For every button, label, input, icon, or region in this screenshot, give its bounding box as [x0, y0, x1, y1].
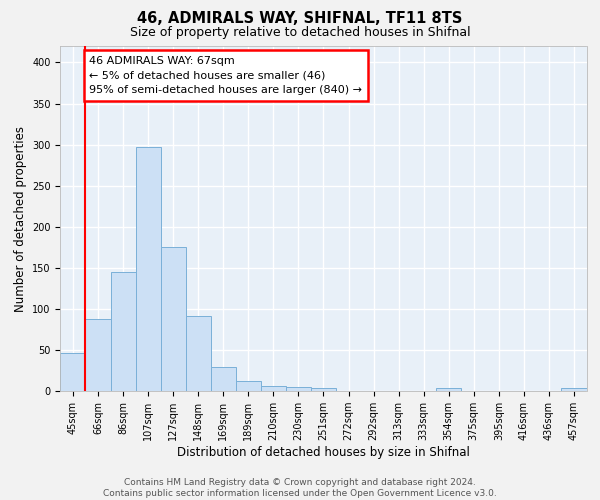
Bar	[211, 368, 236, 391]
Text: Size of property relative to detached houses in Shifnal: Size of property relative to detached ho…	[130, 26, 470, 39]
Bar	[261, 386, 286, 391]
Bar	[85, 319, 110, 391]
Text: Contains HM Land Registry data © Crown copyright and database right 2024.
Contai: Contains HM Land Registry data © Crown c…	[103, 478, 497, 498]
Bar	[61, 352, 85, 391]
Bar	[562, 388, 587, 391]
Bar	[236, 382, 261, 391]
Bar	[311, 388, 336, 391]
Bar	[286, 387, 311, 391]
Bar	[161, 248, 185, 391]
Bar	[110, 272, 136, 391]
Bar	[436, 388, 461, 391]
Text: 46 ADMIRALS WAY: 67sqm
← 5% of detached houses are smaller (46)
95% of semi-deta: 46 ADMIRALS WAY: 67sqm ← 5% of detached …	[89, 56, 362, 96]
Bar	[136, 147, 161, 391]
Text: 46, ADMIRALS WAY, SHIFNAL, TF11 8TS: 46, ADMIRALS WAY, SHIFNAL, TF11 8TS	[137, 11, 463, 26]
Y-axis label: Number of detached properties: Number of detached properties	[14, 126, 26, 312]
Bar	[185, 316, 211, 391]
X-axis label: Distribution of detached houses by size in Shifnal: Distribution of detached houses by size …	[177, 446, 470, 459]
